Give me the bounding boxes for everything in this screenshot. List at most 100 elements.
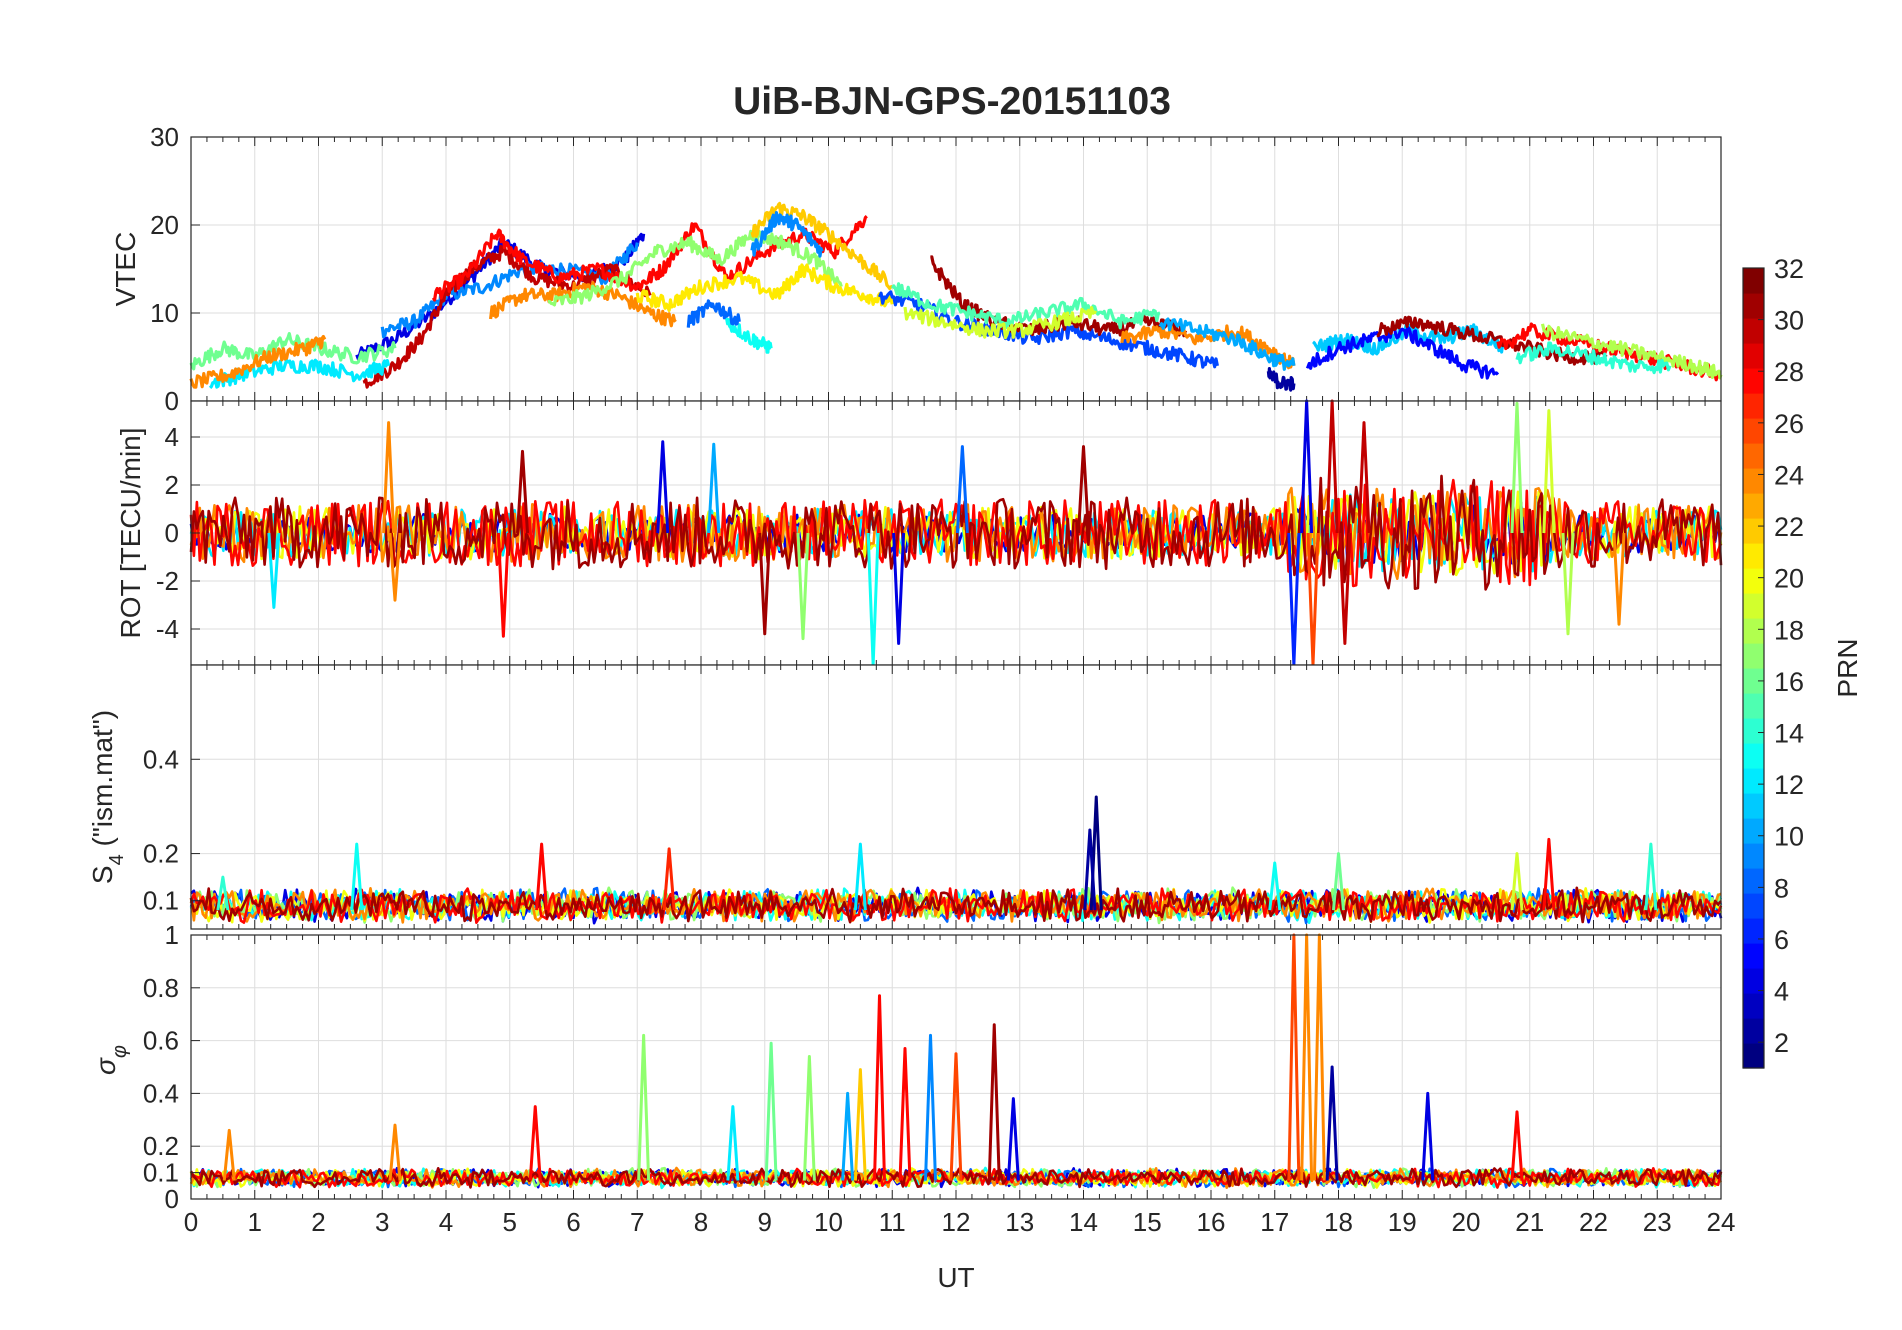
colorbar-strip bbox=[1743, 468, 1764, 494]
rot-spike bbox=[1338, 532, 1352, 645]
sigma-y-label-sub: φ bbox=[109, 1045, 131, 1058]
colorbar-strip bbox=[1743, 418, 1764, 444]
sigma-y-tick-label: 0 bbox=[165, 1184, 179, 1214]
x-tick-label: 6 bbox=[566, 1207, 580, 1237]
colorbar-strip bbox=[1743, 593, 1764, 619]
rot-spike bbox=[1357, 421, 1371, 534]
rot-y-tick-label: 4 bbox=[165, 422, 179, 452]
s4-y-tick-label: 0.1 bbox=[143, 886, 179, 916]
sigma-spike bbox=[764, 1041, 778, 1181]
colorbar-tick-label: 26 bbox=[1774, 409, 1804, 439]
rot-spike bbox=[1542, 409, 1556, 534]
colorbar-strip bbox=[1743, 893, 1764, 919]
rot-y-label: ROT [TECU/min] bbox=[115, 427, 146, 638]
s4-y-label-main: S bbox=[87, 865, 118, 884]
colorbar-tick-label: 4 bbox=[1774, 977, 1789, 1007]
colorbar-tick-label: 20 bbox=[1774, 564, 1804, 594]
colorbar-tick-label: 30 bbox=[1774, 306, 1804, 336]
vtec-series-line bbox=[189, 332, 397, 371]
x-tick-label: 13 bbox=[1005, 1207, 1034, 1237]
x-tick-label: 22 bbox=[1579, 1207, 1608, 1237]
rot-spike bbox=[656, 440, 670, 534]
x-tick-label: 0 bbox=[184, 1207, 198, 1237]
colorbar-strip bbox=[1743, 793, 1764, 819]
sigma-spike bbox=[1510, 1110, 1524, 1181]
x-tick-label: 1 bbox=[248, 1207, 262, 1237]
x-tick-label: 20 bbox=[1452, 1207, 1481, 1237]
rot-y-tick-label: 0 bbox=[165, 518, 179, 548]
s4-series-line bbox=[189, 887, 1723, 924]
sigma-y-label-main: σ bbox=[90, 1057, 121, 1075]
colorbar-frame bbox=[1742, 267, 1765, 1069]
x-tick-label: 8 bbox=[694, 1207, 708, 1237]
x-tick-label: 10 bbox=[814, 1207, 843, 1237]
colorbar-strip bbox=[1743, 618, 1764, 644]
rot-series-line bbox=[189, 486, 1723, 580]
colorbar-tick-label: 16 bbox=[1774, 667, 1804, 697]
colorbar-tick-label: 12 bbox=[1774, 770, 1804, 800]
rot-spike bbox=[796, 532, 810, 641]
sigma-axes-box bbox=[190, 934, 1722, 1200]
sigma-spike bbox=[1325, 1065, 1339, 1181]
colorbar-strip bbox=[1743, 768, 1764, 794]
vtec-series-line bbox=[1305, 324, 1500, 380]
colorbar-strip bbox=[1743, 918, 1764, 944]
sigma-y-tick-label: 0.4 bbox=[143, 1078, 179, 1108]
x-tick-label: 12 bbox=[942, 1207, 971, 1237]
s4-spike bbox=[1332, 852, 1345, 911]
rot-spike bbox=[707, 442, 721, 534]
sigma-spike bbox=[873, 994, 886, 1181]
rot-spike bbox=[955, 445, 969, 534]
x-tick-label: 16 bbox=[1197, 1207, 1226, 1237]
s4-spike bbox=[1542, 837, 1556, 911]
vtec-series-line bbox=[362, 244, 652, 389]
s4-y-label: S4 ("ism.mat") bbox=[87, 710, 128, 884]
colorbar-tick-label: 2 bbox=[1774, 1028, 1789, 1058]
sigma-spike bbox=[853, 1068, 867, 1181]
colorbar-tick-label: 28 bbox=[1774, 357, 1804, 387]
vtec-series-line bbox=[686, 299, 741, 328]
colorbar-strip bbox=[1743, 993, 1764, 1019]
sigma-spike bbox=[841, 1091, 855, 1181]
sigma-y-tick-label: 0.6 bbox=[143, 1026, 179, 1056]
colorbar-strip bbox=[1743, 343, 1764, 369]
rot-y-tick-label: -4 bbox=[156, 614, 179, 644]
vtec-series-line bbox=[1158, 317, 1296, 371]
sigma-spike bbox=[528, 1105, 542, 1181]
s4-panel: 0.1 0.2 0.4 S4 ("ism.mat") bbox=[87, 664, 1723, 930]
sigma-y-label: σφ bbox=[90, 1045, 131, 1075]
sigma-x-ticks: 0 1 2 3 4 5 6 7 8 9 10 11 12 13 14 15 16 17 18 19 20 21 22 23 24 bbox=[184, 1207, 1736, 1237]
vtec-series-line bbox=[635, 263, 894, 312]
s4-axes-box bbox=[190, 664, 1722, 930]
vtec-series-line bbox=[1515, 341, 1672, 375]
x-tick-label: 7 bbox=[630, 1207, 644, 1237]
s4-spike bbox=[853, 842, 867, 911]
rot-spike bbox=[1612, 532, 1626, 626]
x-tick-label: 2 bbox=[311, 1207, 325, 1237]
colorbar-strip bbox=[1743, 668, 1764, 694]
colorbar-strip bbox=[1743, 293, 1764, 319]
colorbar-tick-label: 22 bbox=[1774, 512, 1804, 542]
vtec-y-tick-label: 0 bbox=[165, 386, 179, 416]
s4-spike bbox=[662, 847, 676, 911]
colorbar-label: PRN bbox=[1832, 638, 1863, 697]
colorbar-strip bbox=[1743, 318, 1764, 344]
rot-y-tick-label: -2 bbox=[156, 566, 179, 596]
vtec-y-tick-label: 10 bbox=[150, 298, 179, 328]
sigma-y-tick-label: 0.8 bbox=[143, 973, 179, 1003]
x-tick-label: 3 bbox=[375, 1207, 389, 1237]
sigma-spike bbox=[924, 1033, 937, 1181]
x-tick-label: 21 bbox=[1515, 1207, 1544, 1237]
s4-y-label-suffix: ("ism.mat") bbox=[87, 710, 118, 854]
sigma-panel: 00.10.20.40.60.81 0 1 2 3 4 5 6 7 8 9 10 11 12 13 14 15… bbox=[90, 920, 1735, 1293]
colorbar-tick-label: 32 bbox=[1774, 254, 1804, 284]
s4-spike bbox=[1268, 861, 1282, 911]
vtec-series-line bbox=[724, 317, 773, 354]
x-tick-label: 18 bbox=[1324, 1207, 1353, 1237]
sigma-spike bbox=[898, 1047, 912, 1181]
sigma-plot bbox=[189, 933, 1723, 1190]
sigma-y-tick-label: 1 bbox=[165, 920, 179, 950]
rot-spike bbox=[1510, 401, 1524, 534]
sigma-series-line bbox=[189, 1167, 1723, 1189]
